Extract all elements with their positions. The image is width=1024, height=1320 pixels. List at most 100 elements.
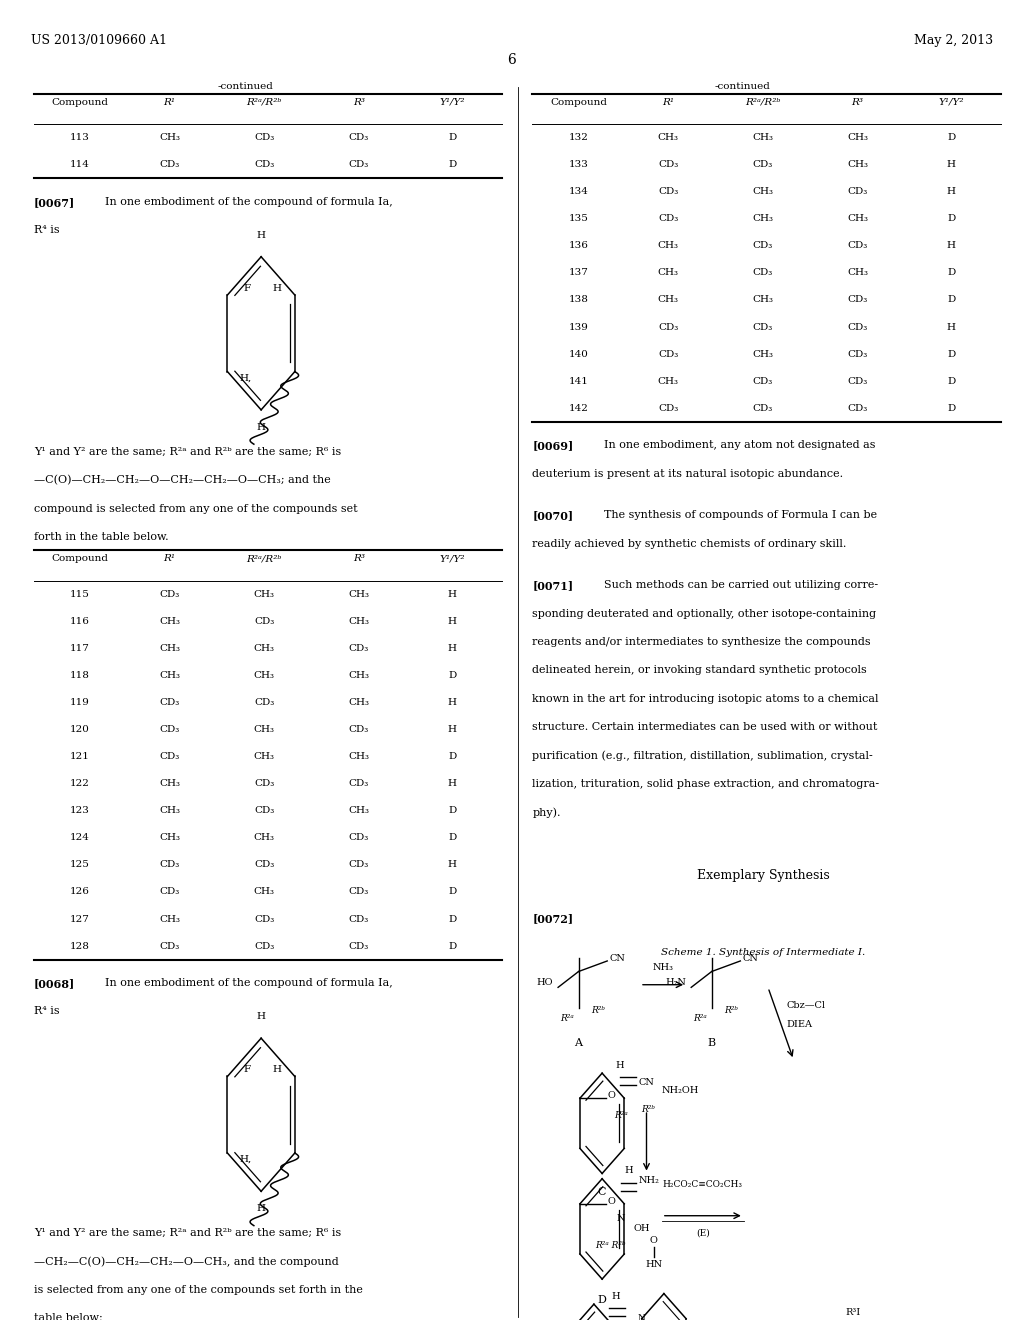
Text: H₂CO₂C≡CO₂CH₃: H₂CO₂C≡CO₂CH₃ (663, 1180, 742, 1189)
Text: purification (e.g., filtration, distillation, sublimation, crystal-: purification (e.g., filtration, distilla… (532, 750, 873, 762)
Text: readily achieved by synthetic chemists of ordinary skill.: readily achieved by synthetic chemists o… (532, 539, 847, 549)
Text: R¹: R¹ (164, 554, 175, 564)
Text: Y¹/Y²: Y¹/Y² (439, 98, 465, 107)
Text: [0067]: [0067] (34, 197, 75, 207)
Text: CH₃: CH₃ (159, 671, 180, 680)
Text: D: D (447, 915, 457, 924)
Text: The synthesis of compounds of Formula I can be: The synthesis of compounds of Formula I … (604, 510, 878, 520)
Text: R³: R³ (852, 98, 863, 107)
Text: 138: 138 (568, 296, 589, 305)
Text: CH₃: CH₃ (254, 752, 274, 762)
Text: CD₃: CD₃ (848, 187, 867, 197)
Text: CD₃: CD₃ (753, 376, 773, 385)
Text: 114: 114 (70, 160, 90, 169)
Text: CD₃: CD₃ (254, 941, 274, 950)
Text: H: H (257, 1012, 265, 1020)
Text: [0069]: [0069] (532, 440, 573, 451)
Text: CD₃: CD₃ (349, 725, 369, 734)
Text: CD₃: CD₃ (254, 616, 274, 626)
Text: CD₃: CD₃ (658, 214, 678, 223)
Text: Cbz—Cl: Cbz—Cl (786, 1001, 825, 1010)
Text: CH₃: CH₃ (657, 376, 679, 385)
Text: lization, trituration, solid phase extraction, and chromatogra-: lization, trituration, solid phase extra… (532, 779, 880, 789)
Text: CH₃: CH₃ (159, 616, 180, 626)
Text: CD₃: CD₃ (848, 322, 867, 331)
Text: Y¹ and Y² are the same; R²ᵃ and R²ᵇ are the same; R⁶ is: Y¹ and Y² are the same; R²ᵃ and R²ᵇ are … (34, 1228, 341, 1238)
Text: R²ᵃ: R²ᵃ (560, 1014, 573, 1023)
Text: H: H (257, 231, 265, 239)
Text: CH₃: CH₃ (159, 915, 180, 924)
Text: CD₃: CD₃ (848, 296, 867, 305)
Text: H,: H, (240, 1155, 252, 1164)
Text: In one embodiment of the compound of formula Ia,: In one embodiment of the compound of for… (105, 197, 393, 207)
Text: C: C (598, 1187, 606, 1197)
Text: D: D (447, 752, 457, 762)
Text: 113: 113 (70, 133, 90, 143)
Text: CD₃: CD₃ (658, 187, 678, 197)
Text: reagents and/or intermediates to synthesize the compounds: reagents and/or intermediates to synthes… (532, 636, 871, 647)
Text: R⁴ is: R⁴ is (34, 224, 59, 235)
Text: H: H (447, 644, 457, 653)
Text: 134: 134 (568, 187, 589, 197)
Text: CD₃: CD₃ (160, 725, 179, 734)
Text: (E): (E) (696, 1229, 710, 1238)
Text: 122: 122 (70, 779, 90, 788)
Text: CH₃: CH₃ (753, 350, 773, 359)
Text: CH₃: CH₃ (348, 590, 370, 599)
Text: D: D (447, 160, 457, 169)
Text: known in the art for introducing isotopic atoms to a chemical: known in the art for introducing isotopi… (532, 693, 879, 704)
Text: D: D (947, 133, 955, 143)
Text: R²ᵃ R²ᵇ: R²ᵃ R²ᵇ (595, 1241, 626, 1250)
Text: CD₃: CD₃ (848, 376, 867, 385)
Text: CD₃: CD₃ (753, 268, 773, 277)
Text: R²ᵃ/R²ᵇ: R²ᵃ/R²ᵇ (247, 554, 282, 564)
Text: CH₃: CH₃ (847, 268, 868, 277)
Text: CH₃: CH₃ (159, 807, 180, 816)
Text: US 2013/0109660 A1: US 2013/0109660 A1 (31, 34, 167, 48)
Text: deuterium is present at its natural isotopic abundance.: deuterium is present at its natural isot… (532, 469, 844, 479)
Text: CN: CN (638, 1078, 654, 1086)
Text: 137: 137 (568, 268, 589, 277)
Text: R¹: R¹ (164, 98, 175, 107)
Text: R⁴ is: R⁴ is (34, 1006, 59, 1016)
Text: CH₃: CH₃ (348, 807, 370, 816)
Text: CN: CN (609, 954, 626, 962)
Text: 6: 6 (508, 53, 516, 67)
Text: CD₃: CD₃ (160, 941, 179, 950)
Text: H: H (947, 322, 955, 331)
Text: is selected from any one of the compounds set forth in the: is selected from any one of the compound… (34, 1284, 362, 1295)
Text: OH: OH (633, 1224, 649, 1233)
Text: H: H (947, 242, 955, 251)
Text: R²ᵃ/R²ᵇ: R²ᵃ/R²ᵇ (247, 98, 282, 107)
Text: CD₃: CD₃ (658, 160, 678, 169)
Text: H: H (447, 779, 457, 788)
Text: CH₃: CH₃ (159, 644, 180, 653)
Text: CH₃: CH₃ (657, 296, 679, 305)
Text: forth in the table below.: forth in the table below. (34, 532, 168, 543)
Text: CH₃: CH₃ (254, 671, 274, 680)
Text: 117: 117 (70, 644, 90, 653)
Text: D: D (447, 887, 457, 896)
Text: CD₃: CD₃ (349, 160, 369, 169)
Text: R²ᵇ: R²ᵇ (724, 1006, 738, 1015)
Text: A: A (574, 1038, 583, 1048)
Text: CH₃: CH₃ (753, 187, 773, 197)
Text: 119: 119 (70, 698, 90, 708)
Text: CH₃: CH₃ (847, 214, 868, 223)
Text: 133: 133 (568, 160, 589, 169)
Text: H: H (447, 861, 457, 870)
Text: F: F (244, 1065, 251, 1074)
Text: H: H (447, 590, 457, 599)
Text: D: D (947, 350, 955, 359)
Text: CD₃: CD₃ (160, 861, 179, 870)
Text: B: B (708, 1038, 716, 1048)
Text: Exemplary Synthesis: Exemplary Synthesis (696, 869, 829, 882)
Text: CH₃: CH₃ (753, 296, 773, 305)
Text: CD₃: CD₃ (349, 133, 369, 143)
Text: CD₃: CD₃ (254, 160, 274, 169)
Text: Y¹/Y²: Y¹/Y² (939, 98, 964, 107)
Text: D: D (947, 404, 955, 413)
Text: CD₃: CD₃ (753, 404, 773, 413)
Text: CH₃: CH₃ (159, 133, 180, 143)
Text: CD₃: CD₃ (160, 160, 179, 169)
